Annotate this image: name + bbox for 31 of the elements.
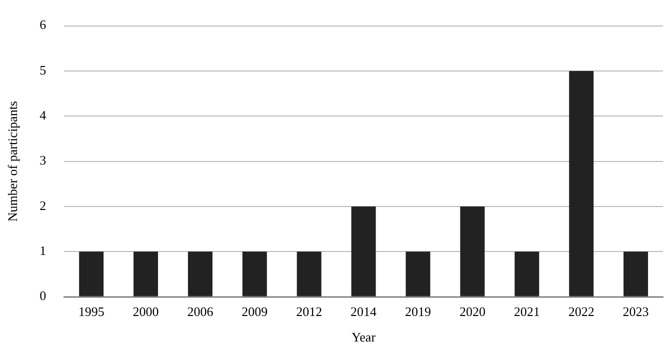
x-tick-label: 2012	[296, 304, 322, 320]
y-tick-label: 4	[40, 108, 47, 123]
y-tick-label: 6	[40, 17, 47, 32]
bar	[188, 252, 212, 296]
y-tick-label: 3	[40, 152, 46, 168]
x-tick-label: 1995	[78, 304, 104, 320]
x-tick-label: 2022	[568, 304, 594, 320]
y-tick-label: 0	[40, 288, 46, 304]
bar	[242, 252, 267, 296]
x-tick-label: 2006	[187, 304, 214, 320]
bar	[134, 252, 158, 296]
bar	[351, 206, 376, 296]
x-tick-label: 2020	[459, 304, 486, 320]
y-tick-label: 1	[40, 243, 46, 258]
bar	[624, 252, 648, 296]
bar	[406, 252, 430, 296]
x-tick-label: 2023	[622, 304, 649, 320]
x-tick-label: 2009	[242, 304, 268, 320]
x-tick-label: 2000	[132, 304, 159, 320]
bar	[296, 252, 322, 296]
x-tick-label: 2014	[350, 304, 378, 320]
x-tick-label: 2019	[404, 304, 431, 320]
y-tick-label: 5	[40, 62, 46, 78]
bar	[514, 252, 540, 296]
y-tick-label: 2	[40, 198, 46, 213]
bar	[460, 206, 485, 296]
x-tick-label: 2021	[514, 304, 540, 320]
y-axis-title: Number of participants	[5, 101, 20, 222]
bar	[569, 70, 594, 296]
x-axis-title: Year	[352, 330, 376, 345]
bar	[79, 252, 104, 296]
